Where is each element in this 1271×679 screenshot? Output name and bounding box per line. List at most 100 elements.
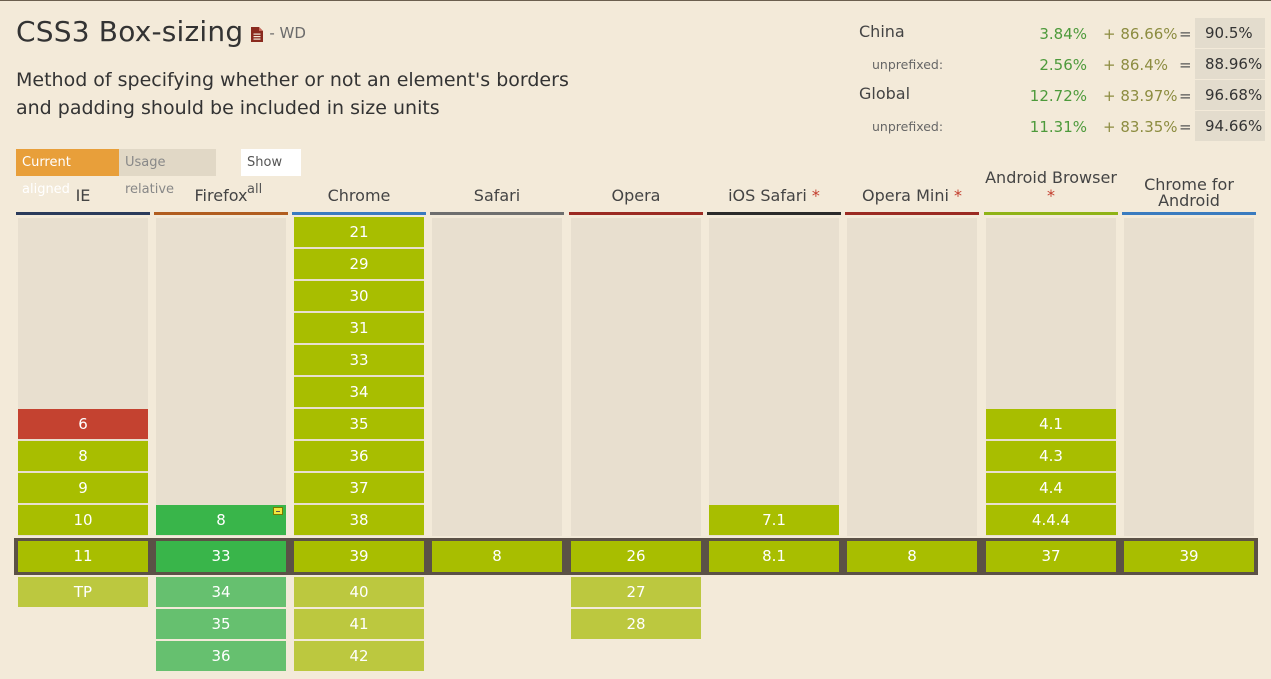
stat-unprefixed: + 83.35%: [1103, 118, 1178, 136]
browser-header-chrome[interactable]: Chrome: [292, 176, 426, 215]
browser-name: iOS Safari *: [707, 187, 841, 205]
future-version-cell[interactable]: 36: [156, 641, 286, 671]
top-border: [0, 0, 1271, 1]
stat-equals: =: [1179, 118, 1192, 136]
column-bg-firefox: [156, 218, 286, 536]
browser-underline: [292, 212, 426, 215]
current-version-cell[interactable]: 11: [18, 541, 148, 572]
stat-equals: =: [1179, 87, 1192, 105]
version-cell[interactable]: 31: [294, 313, 424, 343]
version-cell[interactable]: 6: [18, 409, 148, 439]
browser-name: Opera: [611, 186, 661, 205]
version-cell[interactable]: 21: [294, 217, 424, 247]
current-version-cell[interactable]: 39: [1124, 541, 1254, 572]
version-cell[interactable]: 29: [294, 249, 424, 279]
browser-name: Opera Mini *: [845, 187, 979, 205]
stat-label: Global: [859, 84, 911, 103]
version-cell[interactable]: 4.3: [986, 441, 1116, 471]
column-bg-chrome-android: [1124, 218, 1254, 536]
version-cell[interactable]: 4.4: [986, 473, 1116, 503]
stat-row-china: China 3.84% + 86.66% = 90.5%: [859, 18, 1267, 48]
browser-underline: [16, 212, 150, 215]
stat-total: 94.66%: [1195, 111, 1265, 141]
browser-header-ie[interactable]: IE: [16, 176, 150, 215]
future-version-cell[interactable]: 42: [294, 641, 424, 671]
browser-header-opera[interactable]: Opera: [569, 176, 703, 215]
browser-header-safari[interactable]: Safari: [430, 176, 564, 215]
stat-total: 96.68%: [1195, 80, 1265, 110]
note-asterisk: *: [811, 186, 820, 205]
version-cell[interactable]: 35: [294, 409, 424, 439]
browser-name: Safari: [473, 186, 521, 205]
version-cell[interactable]: 37: [294, 473, 424, 503]
browser-name: IE: [75, 186, 91, 205]
browser-underline: [569, 212, 703, 215]
browser-underline: [845, 212, 979, 215]
browser-header-ios-safari[interactable]: iOS Safari *: [707, 176, 841, 215]
browser-underline: [984, 212, 1118, 215]
current-version-cell[interactable]: 26: [571, 541, 701, 572]
future-version-cell[interactable]: 34: [156, 577, 286, 607]
future-version-cell[interactable]: 27: [571, 577, 701, 607]
version-cell[interactable]: 34: [294, 377, 424, 407]
future-version-cell[interactable]: 40: [294, 577, 424, 607]
current-aligned-button[interactable]: Current aligned: [16, 149, 119, 197]
version-cell[interactable]: 30: [294, 281, 424, 311]
version-cell[interactable]: 33: [294, 345, 424, 375]
stat-prefixed: 12.72%: [1029, 87, 1087, 105]
version-cell[interactable]: 38: [294, 505, 424, 535]
current-version-cell[interactable]: 33: [156, 541, 286, 572]
stat-unprefixed: + 86.66%: [1103, 25, 1178, 43]
browser-header-opera-mini[interactable]: Opera Mini *: [845, 176, 979, 215]
version-cell[interactable]: 8: [18, 441, 148, 471]
feature-description: Method of specifying whether or not an e…: [16, 69, 569, 119]
browser-header-firefox[interactable]: Firefox: [154, 176, 288, 215]
current-version-cell[interactable]: 8: [847, 541, 977, 572]
stat-equals: =: [1179, 25, 1192, 43]
current-version-cell[interactable]: 8.1: [709, 541, 839, 572]
current-version-cell[interactable]: 37: [986, 541, 1116, 572]
stat-row-global: Global 12.72% + 83.97% = 96.68%: [859, 80, 1267, 110]
column-bg-ios-safari: [709, 218, 839, 536]
browser-header-chrome-android[interactable]: Chrome for Android: [1122, 176, 1256, 215]
stat-total: 90.5%: [1195, 18, 1265, 48]
spec-status[interactable]: - WD: [269, 24, 306, 42]
stat-label: unprefixed:: [872, 119, 944, 134]
version-cell[interactable]: 4.4.4: [986, 505, 1116, 535]
browser-underline: [154, 212, 288, 215]
document-icon[interactable]: [251, 27, 264, 42]
browser-name: Android Browser *: [984, 169, 1118, 205]
note-flag-icon[interactable]: [273, 507, 283, 515]
version-cell[interactable]: 36: [294, 441, 424, 471]
column-bg-opera: [571, 218, 701, 536]
version-cell[interactable]: 10: [18, 505, 148, 535]
version-cell[interactable]: 9: [18, 473, 148, 503]
browser-header-android[interactable]: Android Browser *: [984, 169, 1118, 215]
show-all-button[interactable]: Show all: [241, 149, 301, 197]
stat-total: 88.96%: [1195, 49, 1265, 79]
stat-row-china-unprefixed: unprefixed: 2.56% + 86.4% = 88.96%: [859, 49, 1267, 79]
stat-prefixed: 11.31%: [1029, 118, 1087, 136]
version-cell[interactable]: 8: [156, 505, 286, 535]
feature-title-block: CSS3 Box-sizing - WD: [16, 15, 306, 49]
current-version-cell[interactable]: 39: [294, 541, 424, 572]
column-bg-opera-mini: [847, 218, 977, 536]
page-title: CSS3 Box-sizing: [16, 15, 244, 48]
browser-underline: [707, 212, 841, 215]
future-version-cell[interactable]: 35: [156, 609, 286, 639]
browser-underline: [1122, 212, 1256, 215]
version-cell[interactable]: 4.1: [986, 409, 1116, 439]
stat-unprefixed: + 86.4%: [1103, 56, 1168, 74]
stat-equals: =: [1179, 56, 1192, 74]
current-version-cell[interactable]: 8: [432, 541, 562, 572]
stat-label: China: [859, 22, 905, 41]
stat-unprefixed: + 83.97%: [1103, 87, 1178, 105]
usage-relative-button[interactable]: Usage relative: [119, 149, 216, 197]
browser-name: Chrome: [327, 186, 391, 205]
future-version-cell[interactable]: 28: [571, 609, 701, 639]
note-asterisk: *: [1047, 186, 1055, 205]
version-cell[interactable]: 7.1: [709, 505, 839, 535]
future-version-cell[interactable]: TP: [18, 577, 148, 607]
browser-name-text: iOS Safari: [728, 186, 807, 205]
future-version-cell[interactable]: 41: [294, 609, 424, 639]
